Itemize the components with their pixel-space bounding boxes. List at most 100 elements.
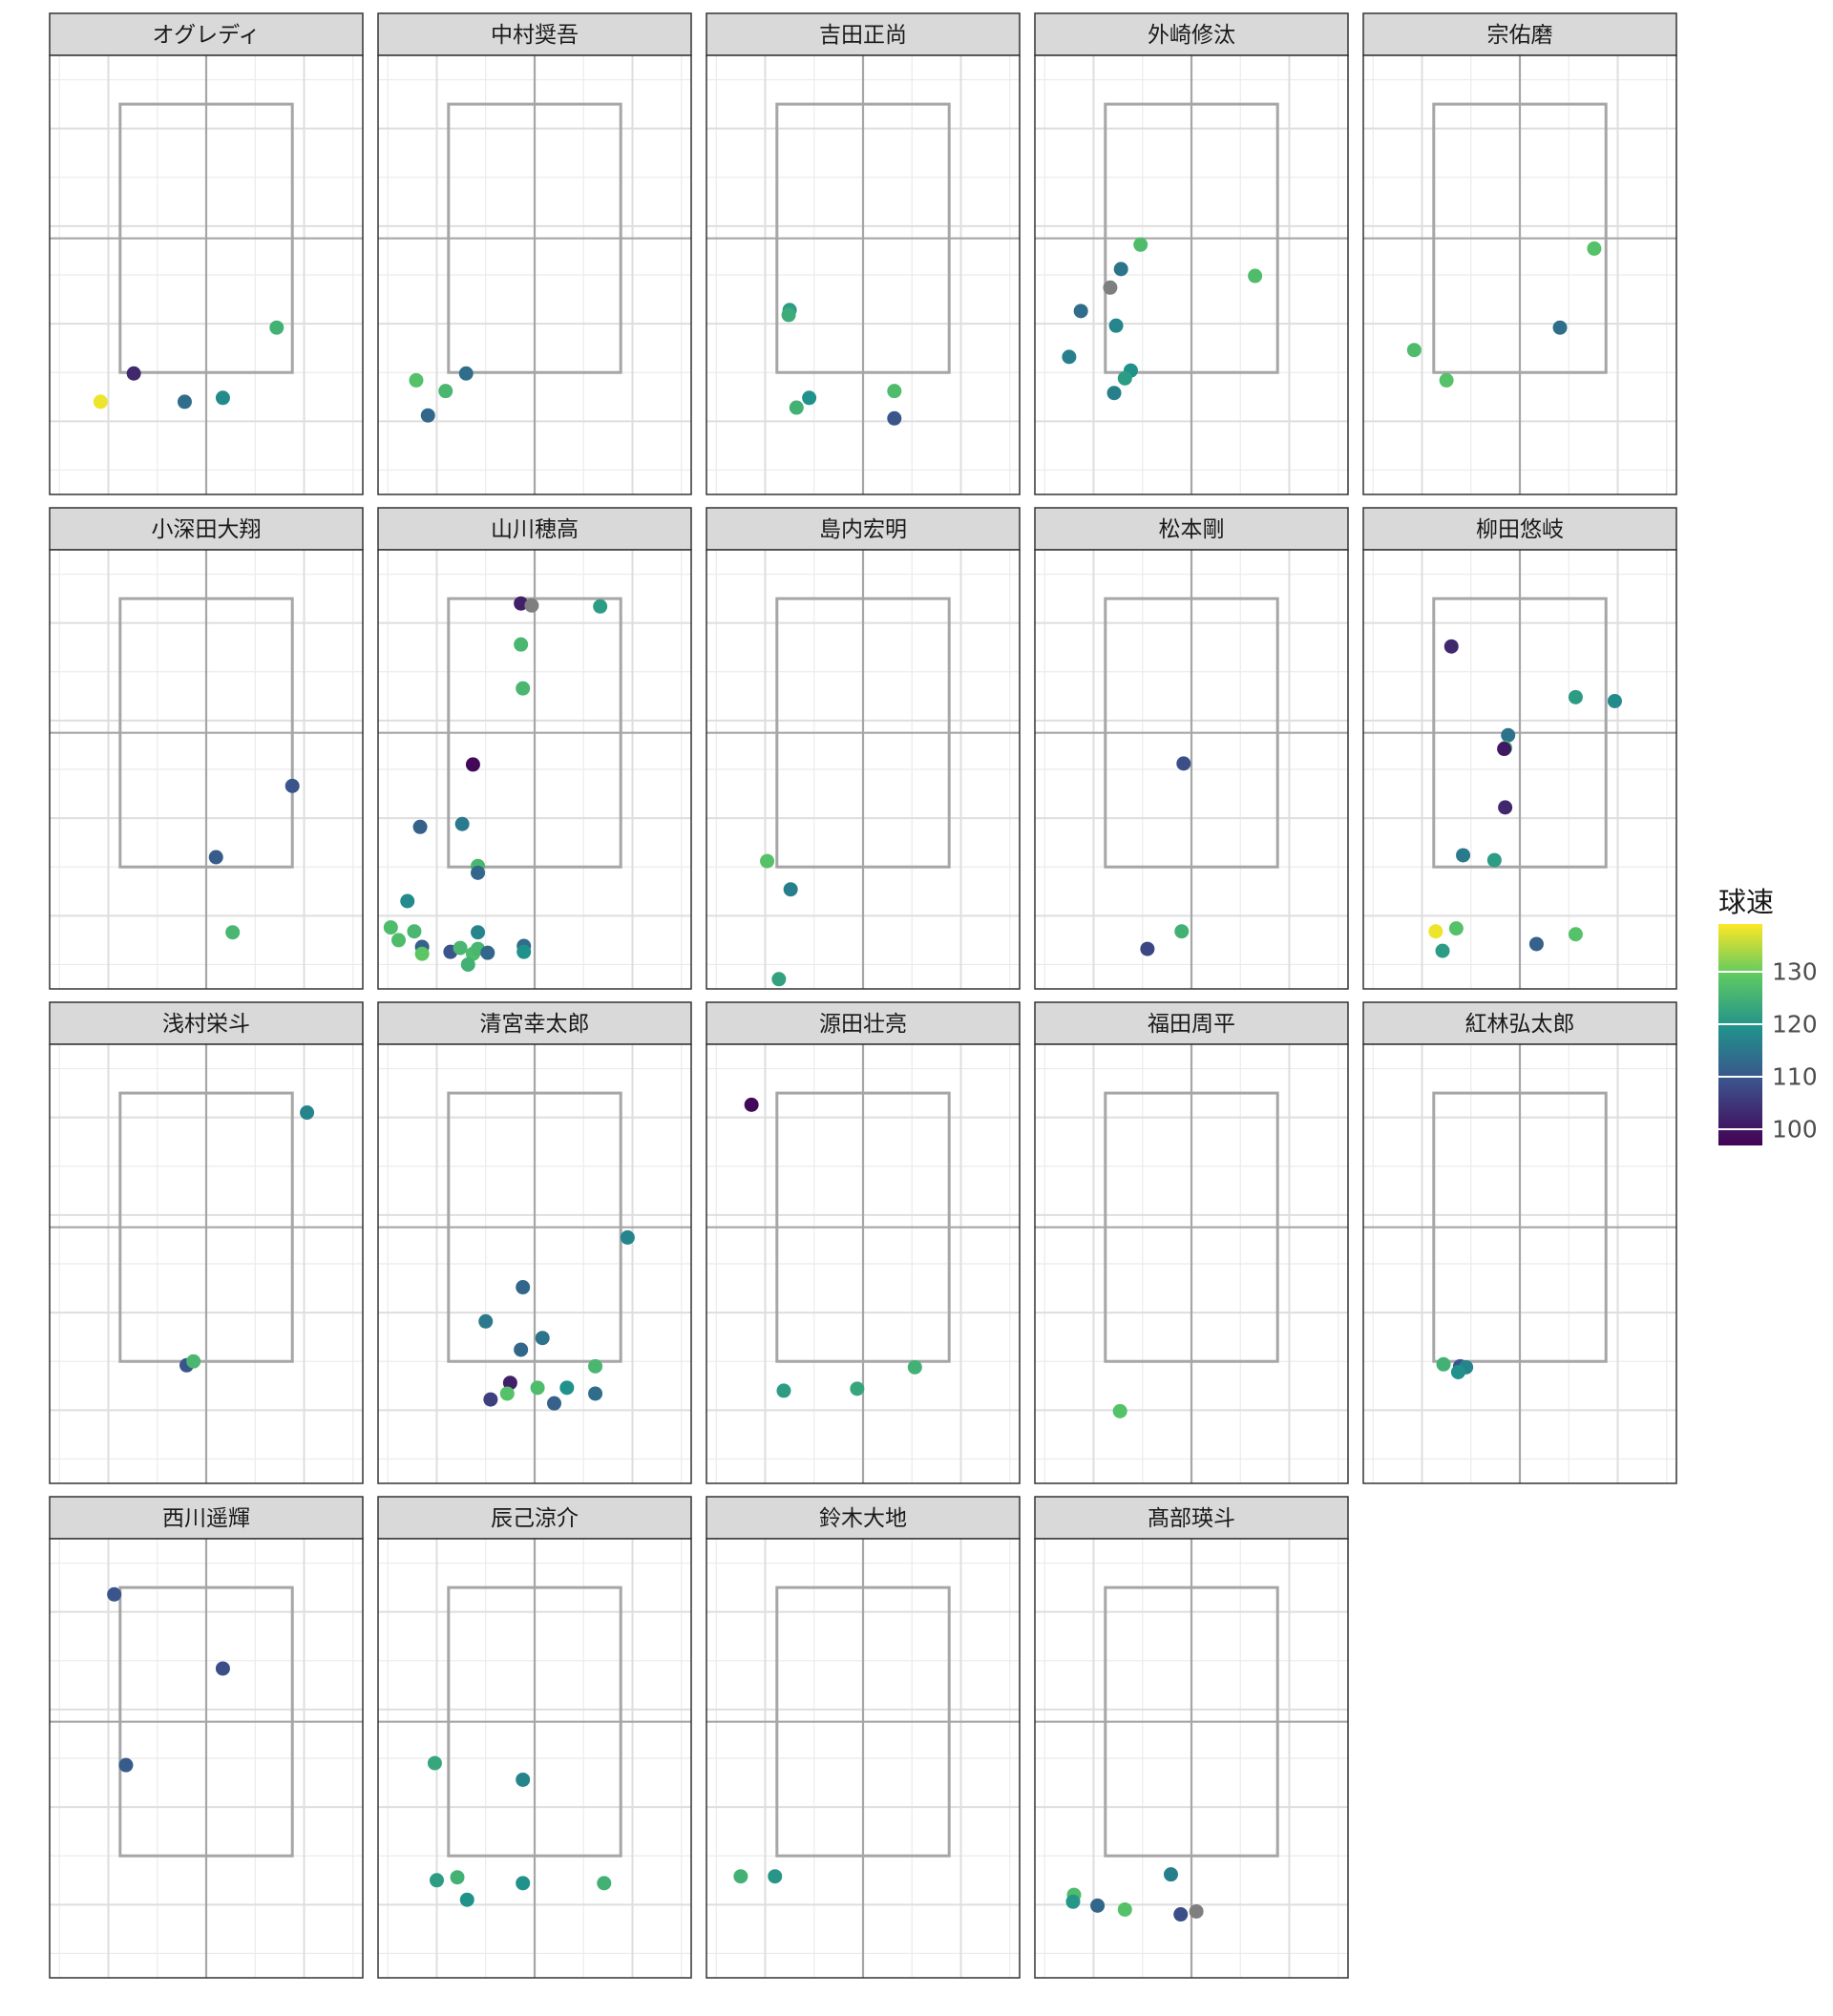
pitch-point <box>300 1105 315 1121</box>
legend-tick <box>1718 1076 1762 1079</box>
facet-title: 浅村栄斗 <box>162 1012 250 1037</box>
pitch-point <box>1428 924 1443 939</box>
pitch-point <box>458 366 474 381</box>
strike-zone <box>1104 102 1279 374</box>
pitch-point <box>1406 343 1422 358</box>
pitch-point <box>471 865 486 880</box>
pitch-point <box>1435 943 1450 958</box>
pitch-point <box>118 1757 134 1773</box>
pitch-point <box>438 384 453 399</box>
panel-border <box>49 1043 364 1484</box>
facet-title: 中村奨吾 <box>491 23 579 48</box>
panel-border <box>1362 1043 1677 1484</box>
panel-border <box>49 1538 364 1979</box>
pitch-point <box>588 1358 603 1374</box>
pitch-point <box>225 925 241 940</box>
strike-zone <box>1104 1091 1279 1363</box>
legend-label-130: 130 <box>1772 957 1818 986</box>
panel-border <box>377 1538 692 1979</box>
facet-panel: 源田壮亮 <box>706 1001 1021 1484</box>
pitch-point <box>907 1359 922 1375</box>
pitch-point <box>126 366 141 381</box>
pitch-point <box>1498 800 1513 815</box>
facet-strip <box>49 1496 364 1540</box>
pitch-point <box>1436 1356 1451 1372</box>
pitch-point <box>593 598 608 614</box>
pitch-point <box>1140 941 1155 956</box>
pitch-point <box>460 956 475 972</box>
facet-title: 髙部瑛斗 <box>1148 1506 1235 1531</box>
panel-border <box>706 54 1021 495</box>
pitch-point <box>588 1386 603 1401</box>
legend-tick <box>1718 970 1762 973</box>
strike-zone <box>1432 102 1608 374</box>
pitch-point <box>1133 237 1148 252</box>
facet-title: 西川遥輝 <box>162 1506 250 1531</box>
pitch-point <box>1443 639 1459 654</box>
pitch-point <box>409 372 424 388</box>
pitch-point <box>887 410 902 426</box>
pitch-point <box>1065 1894 1081 1909</box>
pitch-point <box>383 920 398 935</box>
pitch-point <box>1163 1867 1178 1882</box>
strike-zone <box>118 1091 294 1363</box>
facet-strip <box>1034 1496 1349 1540</box>
pitch-point <box>1450 1364 1465 1379</box>
pitch-point <box>1501 727 1516 743</box>
panel-border <box>49 54 364 495</box>
pitch-point <box>1439 372 1454 388</box>
pitch-point <box>269 320 284 335</box>
pitch-point <box>514 596 529 611</box>
panel-border <box>377 54 692 495</box>
pitch-point <box>459 1892 474 1907</box>
facet-panel: 小深田大翔 <box>49 507 364 990</box>
pitch-point <box>620 1229 635 1245</box>
pitch-point <box>471 925 486 940</box>
pitch-point <box>1117 1901 1132 1917</box>
facet-panel: 宗佑磨 <box>1362 12 1677 495</box>
facet-title: 清宮幸太郎 <box>480 1012 590 1037</box>
facet-panel: 浅村栄斗 <box>49 1001 364 1484</box>
facet-title: 紅林弘太郎 <box>1465 1012 1575 1037</box>
pitch-point <box>516 1280 531 1295</box>
facet-strip <box>706 1496 1021 1540</box>
facet-title: オグレディ <box>153 23 261 48</box>
pitch-point <box>559 1380 575 1396</box>
pitch-point <box>547 1396 561 1411</box>
pitch-point <box>1176 756 1191 771</box>
pitch-point <box>516 1772 531 1787</box>
pitch-point <box>215 390 230 406</box>
panel-border <box>706 1538 1021 1979</box>
pitch-point <box>1103 280 1118 295</box>
pitch-point <box>516 681 531 696</box>
facet-title: 外崎修汰 <box>1148 23 1235 48</box>
pitch-point <box>478 1313 494 1329</box>
pitch-point <box>480 945 495 960</box>
legend-title: 球速 <box>1718 886 1775 918</box>
facet-panel: 山川穂高 <box>377 507 692 990</box>
facet-strip <box>377 1001 692 1045</box>
pitch-point <box>412 819 428 834</box>
strike-zone <box>447 1586 622 1858</box>
pitch-point <box>850 1381 865 1396</box>
facet-strip <box>377 1496 692 1540</box>
pitch-point <box>1173 1907 1189 1922</box>
pitch-point <box>1248 268 1263 284</box>
facet-panel: 柳田悠岐 <box>1362 507 1677 990</box>
pitch-point <box>776 1383 791 1398</box>
strike-zone <box>447 102 622 374</box>
pitch-point <box>107 1586 122 1602</box>
panel-border <box>1362 549 1677 990</box>
pitch-point <box>535 1331 550 1346</box>
pitch-point <box>597 1876 612 1891</box>
pitch-point <box>1113 262 1128 277</box>
pitch-point <box>215 1661 230 1676</box>
strike-zone <box>1104 597 1279 869</box>
facet-strip <box>49 1001 364 1045</box>
facet-strip <box>377 12 692 56</box>
pitch-point <box>502 1376 517 1391</box>
facet-panel: 髙部瑛斗 <box>1034 1496 1349 1979</box>
panel-border <box>49 549 364 990</box>
facet-panel: 紅林弘太郎 <box>1362 1001 1677 1484</box>
